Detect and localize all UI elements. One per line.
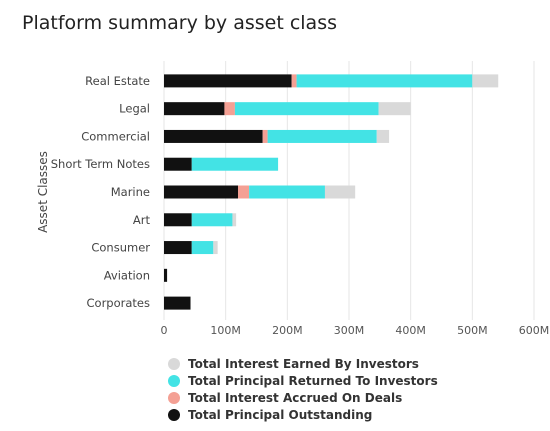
x-tick-labels: 0 100M 200M 300M 400M 500M 600M (161, 324, 550, 337)
x-tick-label: 400M (395, 324, 426, 337)
bar-segment (164, 268, 168, 282)
category-label: Consumer (91, 241, 150, 255)
bar-segment (164, 241, 192, 255)
category-label: Corporates (87, 296, 150, 310)
bar-segment (234, 102, 379, 116)
legend-label: Total Interest Accrued On Deals (188, 390, 403, 405)
bar-segment (213, 241, 218, 255)
legend-swatch (168, 357, 180, 370)
category-label: Marine (111, 185, 150, 199)
legend-item[interactable]: Total Principal Returned To Investors (168, 372, 438, 389)
x-tick-label: 100M (210, 324, 241, 337)
bar-segment (224, 102, 235, 116)
category-labels: Real Estate Legal Commercial Short Term Not… (51, 74, 151, 310)
category-label: Aviation (104, 268, 150, 282)
y-axis-title: Asset Classes (36, 151, 50, 233)
bar-segment (164, 296, 191, 310)
bar-segment (249, 185, 325, 199)
bar-segment (164, 213, 192, 227)
legend-item[interactable]: Total Interest Accrued On Deals (168, 389, 438, 406)
bar-segment (296, 74, 473, 88)
chart-title: Platform summary by asset class (22, 12, 337, 34)
legend-swatch (168, 374, 180, 387)
bar-segment (472, 74, 499, 88)
legend-swatch (168, 391, 180, 404)
bar-segment (324, 185, 356, 199)
bar-segment (376, 129, 390, 143)
x-tick-label: 300M (334, 324, 365, 337)
bar-segment (191, 241, 214, 255)
bar-segment (378, 102, 411, 116)
x-tick-label: 500M (457, 324, 488, 337)
legend-item[interactable]: Total Principal Outstanding (168, 406, 438, 423)
x-tick-label: 200M (272, 324, 303, 337)
bar-segment (164, 157, 192, 171)
bar-segment (191, 213, 233, 227)
bar-segment (164, 129, 263, 143)
legend-label: Total Principal Outstanding (188, 407, 373, 422)
legend-swatch (168, 408, 180, 421)
category-label: Legal (119, 102, 150, 116)
bar-segment (232, 213, 237, 227)
bar-segment (164, 74, 292, 88)
category-label: Short Term Notes (51, 157, 150, 171)
bar-segment (262, 129, 268, 143)
legend: Total Interest Earned By Investors Total … (168, 355, 438, 423)
legend-label: Total Principal Returned To Investors (188, 373, 438, 388)
category-label: Real Estate (85, 74, 150, 88)
bar-segment (191, 157, 279, 171)
legend-label: Total Interest Earned By Investors (188, 356, 419, 371)
bar-segment (267, 129, 377, 143)
category-label: Art (133, 213, 151, 227)
bars (164, 74, 499, 310)
bar-segment (164, 185, 238, 199)
category-label: Commercial (81, 129, 150, 143)
x-tick-label: 0 (161, 324, 168, 337)
x-tick-label: 600M (519, 324, 550, 337)
legend-item[interactable]: Total Interest Earned By Investors (168, 355, 438, 372)
bar-segment (164, 102, 225, 116)
bar-segment (238, 185, 250, 199)
bar-segment (291, 74, 297, 88)
